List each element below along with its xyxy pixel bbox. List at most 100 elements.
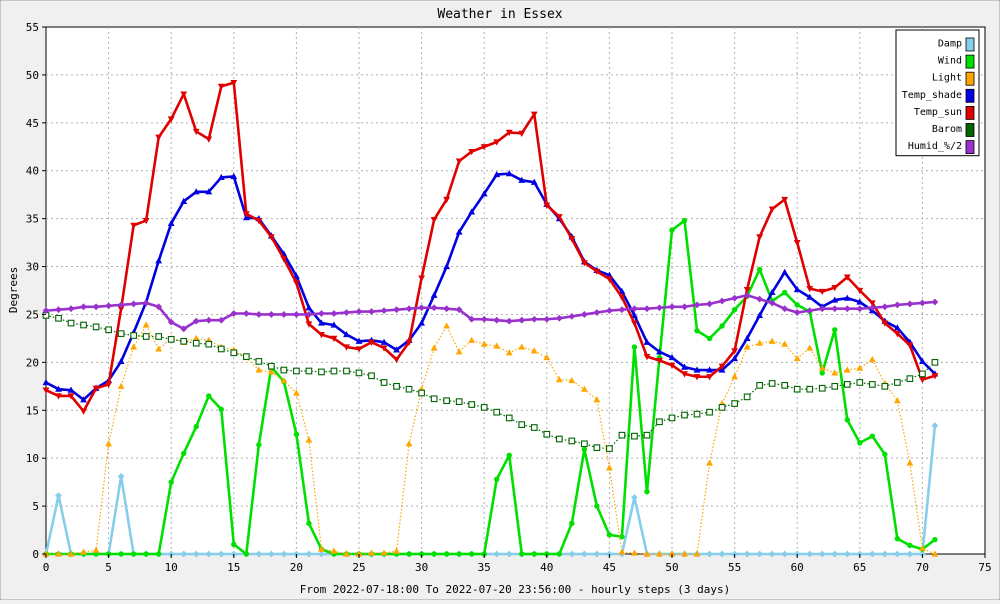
legend-swatch [965,123,975,137]
data-point-light [117,382,125,389]
data-point-wind [731,306,738,313]
data-point-temp-sun [593,268,601,275]
data-point-temp-sun [343,344,350,351]
data-point-temp-shade [756,311,764,319]
data-point-temp-sun [618,294,626,301]
data-point-wind [819,370,825,376]
data-point-temp-shade [455,228,463,235]
data-point-light [318,545,325,552]
data-point-barom [242,353,250,360]
data-point-humid-2 [393,306,400,314]
data-point-temp-sun [893,331,901,338]
data-point-humid-2 [205,316,213,324]
data-point-wind [193,423,199,430]
data-point-temp-sun [518,130,526,137]
data-point-humid-2 [543,315,551,323]
data-point-humid-2 [280,311,288,318]
data-point-wind [594,503,600,509]
data-point-light [393,547,400,554]
data-point-temp-sun [668,362,676,369]
data-point-temp-shade [843,294,851,301]
data-point-humid-2 [868,304,876,312]
data-point-humid-2 [631,305,638,313]
data-point-humid-2 [355,308,363,315]
data-point-temp-shade [681,363,688,370]
data-point-humid-2 [318,310,325,317]
data-point-temp-shade [393,346,400,353]
data-point-humid-2 [756,295,764,303]
data-point-temp-shade [668,353,676,361]
axes: 0 5 10 15 20 25 30 35 40 45 50 55 60 65 70 75 0 5 10 15 20 25… [26,21,992,574]
data-point-barom [818,384,826,392]
data-point-temp-sun [681,371,688,378]
data-point-temp-shade [768,288,776,296]
legend-swatch [965,37,975,52]
data-point-humid-2 [480,315,488,323]
data-point-humid-2 [418,304,425,312]
x-tick-label: 10 [165,561,178,574]
data-point-barom [480,404,488,411]
data-point-wind [569,520,575,527]
data-point-wind [932,536,938,543]
data-point-barom [455,398,463,405]
data-point-temp-sun [255,217,263,225]
data-point-wind [781,289,788,296]
data-point-temp-sun [180,91,188,98]
data-point-light [130,343,138,350]
data-point-humid-2 [42,307,50,315]
data-point-barom [318,368,325,376]
data-point-temp-sun [906,342,914,349]
data-point-barom [593,444,601,451]
data-point-temp-sun [843,274,851,281]
data-point-humid-2 [267,311,275,318]
data-point-humid-2 [643,305,651,313]
data-point-light [593,396,601,403]
data-point-damp [580,550,588,558]
data-point-light [55,550,62,557]
data-point-temp-shade [505,170,513,177]
data-point-temp-sun [631,320,638,327]
data-point-humid-2 [167,318,175,326]
data-point-wind [168,479,174,485]
data-point-humid-2 [555,314,563,322]
data-point-barom [743,393,751,401]
data-point-temp-shade [117,357,125,365]
data-point-humid-2 [255,311,263,318]
data-point-temp-sun [117,306,125,313]
data-point-wind [556,551,563,557]
data-point-light [656,550,663,557]
data-point-wind [844,417,850,423]
data-point-light [868,355,876,363]
data-point-barom [643,431,651,439]
data-point-temp-sun [393,356,400,364]
data-point-temp-shade [631,311,638,319]
data-point-wind [832,327,838,333]
data-point-humid-2 [693,301,701,309]
data-point-temp-shade [55,385,62,392]
data-point-wind [118,551,124,557]
data-point-barom [230,349,238,357]
data-point-light [731,373,738,380]
data-point-temp-sun [267,234,275,241]
data-point-temp-sun [318,331,325,339]
data-point-light [468,336,476,343]
x-tick-label: 0 [43,561,50,574]
data-point-light [480,340,488,347]
data-point-damp [192,550,200,558]
data-point-humid-2 [668,303,676,311]
data-point-temp-sun [155,134,163,141]
data-point-light [781,340,789,347]
data-point-light [568,376,576,384]
data-point-barom [568,437,576,445]
data-point-humid-2 [217,316,225,324]
data-point-temp-sun [67,393,75,400]
data-point-barom [881,382,889,390]
y-tick-label: 55 [26,21,39,34]
y-tick-label: 20 [26,356,39,369]
data-point-barom [543,430,551,438]
legend-swatch [965,88,975,103]
data-point-humid-2 [530,315,538,323]
data-point-wind [756,266,763,273]
data-point-damp [593,550,601,558]
data-point-humid-2 [242,310,250,317]
